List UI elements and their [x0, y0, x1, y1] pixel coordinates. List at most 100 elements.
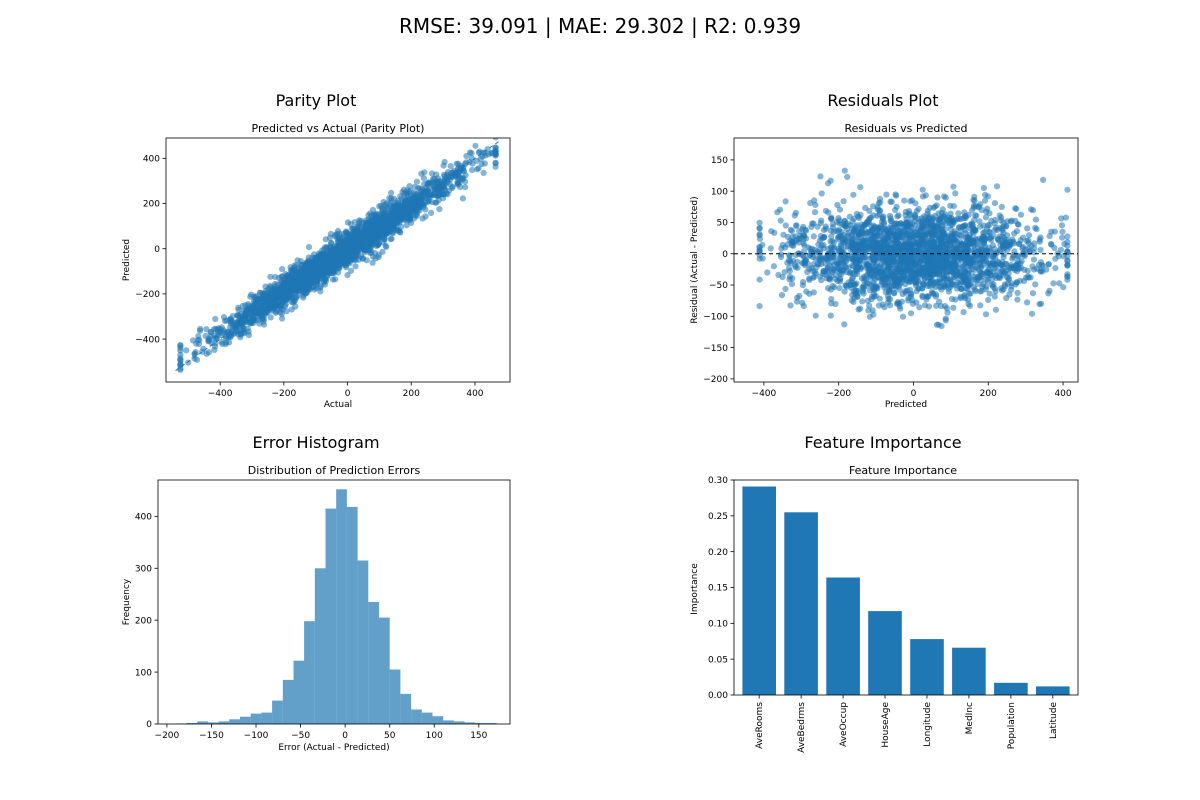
- scatter-point: [402, 203, 409, 210]
- scatter-point: [354, 230, 361, 237]
- scatter-point: [980, 281, 987, 288]
- histogram-bar: [485, 723, 497, 724]
- scatter-point: [977, 302, 984, 309]
- scatter-point: [858, 228, 866, 235]
- scatter-point: [1023, 238, 1030, 245]
- scatter-point: [421, 169, 428, 176]
- scatter-point: [255, 309, 262, 317]
- scatter-point: [920, 220, 927, 227]
- histogram-bar: [240, 716, 251, 724]
- scatter-point: [1064, 252, 1071, 259]
- scatter-point: [279, 266, 286, 273]
- scatter-point: [954, 285, 961, 292]
- scatter-point: [369, 222, 376, 229]
- scatter-point: [939, 251, 946, 258]
- scatter-point: [954, 256, 961, 263]
- scatter-point: [828, 233, 835, 240]
- scatter-point: [836, 270, 843, 277]
- x-tick-label: Population: [1007, 702, 1017, 749]
- scatter-point: [300, 289, 307, 296]
- scatter-point: [998, 287, 1006, 294]
- scatter-point: [844, 173, 851, 180]
- scatter-point: [789, 233, 796, 240]
- scatter-point: [899, 313, 907, 320]
- histogram-bar: [432, 716, 444, 724]
- scatter-point: [888, 198, 895, 205]
- scatter-point: [848, 297, 855, 304]
- scatter-point: [1052, 265, 1059, 272]
- scatter-point: [874, 274, 881, 281]
- scatter-point: [408, 196, 415, 203]
- scatter-point: [906, 268, 914, 275]
- scatter-point: [978, 237, 985, 244]
- scatter-point: [859, 288, 867, 295]
- scatter-point: [346, 252, 353, 259]
- scatter-point: [872, 248, 879, 255]
- scatter-point: [958, 242, 965, 249]
- scatter-point: [1064, 186, 1071, 193]
- error-histogram-x-axis-label: Error (Actual - Predicted): [278, 743, 389, 753]
- scatter-point: [383, 200, 390, 207]
- scatter-point: [799, 226, 806, 233]
- scatter-point: [869, 307, 876, 314]
- scatter-point: [352, 263, 359, 270]
- scatter-point: [868, 296, 875, 303]
- scatter-point: [215, 325, 222, 332]
- scatter-point: [376, 230, 383, 237]
- scatter-point: [820, 242, 827, 249]
- scatter-point: [935, 321, 942, 328]
- scatter-point: [785, 265, 793, 272]
- scatter-point: [978, 287, 985, 294]
- scatter-point: [347, 267, 355, 274]
- scatter-point: [850, 191, 857, 198]
- scatter-point: [833, 258, 841, 265]
- scatter-point: [1064, 233, 1071, 240]
- scatter-point: [971, 193, 978, 200]
- error-histogram-panel: Error Histogram Distribution of Predicti…: [122, 433, 511, 753]
- histogram-bar: [261, 712, 273, 724]
- scatter-point: [972, 212, 979, 219]
- scatter-point: [974, 257, 981, 264]
- scatter-point: [827, 312, 834, 319]
- plot-area: [175, 138, 501, 373]
- scatter-point: [1026, 249, 1033, 256]
- scatter-point: [980, 222, 987, 229]
- scatter-point: [821, 234, 828, 241]
- scatter-point: [351, 219, 358, 226]
- scatter-point: [787, 302, 794, 309]
- scatter-point: [830, 228, 837, 235]
- scatter-point: [981, 197, 989, 204]
- scatter-point: [250, 309, 257, 317]
- scatter-point: [835, 228, 843, 235]
- x-tick-label: 50: [384, 731, 396, 741]
- scatter-point: [876, 295, 883, 302]
- x-tick-label: 0: [911, 389, 917, 399]
- histogram-bar: [272, 700, 283, 724]
- scatter-point: [313, 268, 320, 275]
- scatter-point: [1048, 240, 1055, 248]
- scatter-point: [185, 359, 192, 366]
- histogram-bar: [250, 713, 262, 724]
- scatter-point: [280, 285, 287, 292]
- scatter-point: [966, 238, 973, 245]
- scatter-point: [803, 288, 810, 295]
- scatter-point: [276, 303, 284, 310]
- scatter-point: [909, 221, 916, 228]
- scatter-point: [836, 206, 844, 213]
- x-tick-label: −200: [271, 389, 296, 399]
- scatter-point: [363, 235, 370, 242]
- scatter-point: [972, 227, 979, 234]
- histogram-bar: [357, 560, 369, 724]
- scatter-point: [923, 267, 930, 274]
- scatter-point: [889, 268, 896, 275]
- scatter-point: [817, 273, 824, 280]
- scatter-point: [933, 278, 940, 285]
- parity-plot-panel: Parity Plot Predicted vs Actual (Parity …: [122, 91, 511, 410]
- scatter-point: [332, 261, 339, 268]
- scatter-point: [291, 284, 298, 291]
- scatter-point: [817, 255, 825, 262]
- scatter-point: [1024, 225, 1031, 232]
- scatter-point: [983, 268, 991, 275]
- scatter-point: [969, 207, 976, 214]
- scatter-point: [943, 259, 950, 266]
